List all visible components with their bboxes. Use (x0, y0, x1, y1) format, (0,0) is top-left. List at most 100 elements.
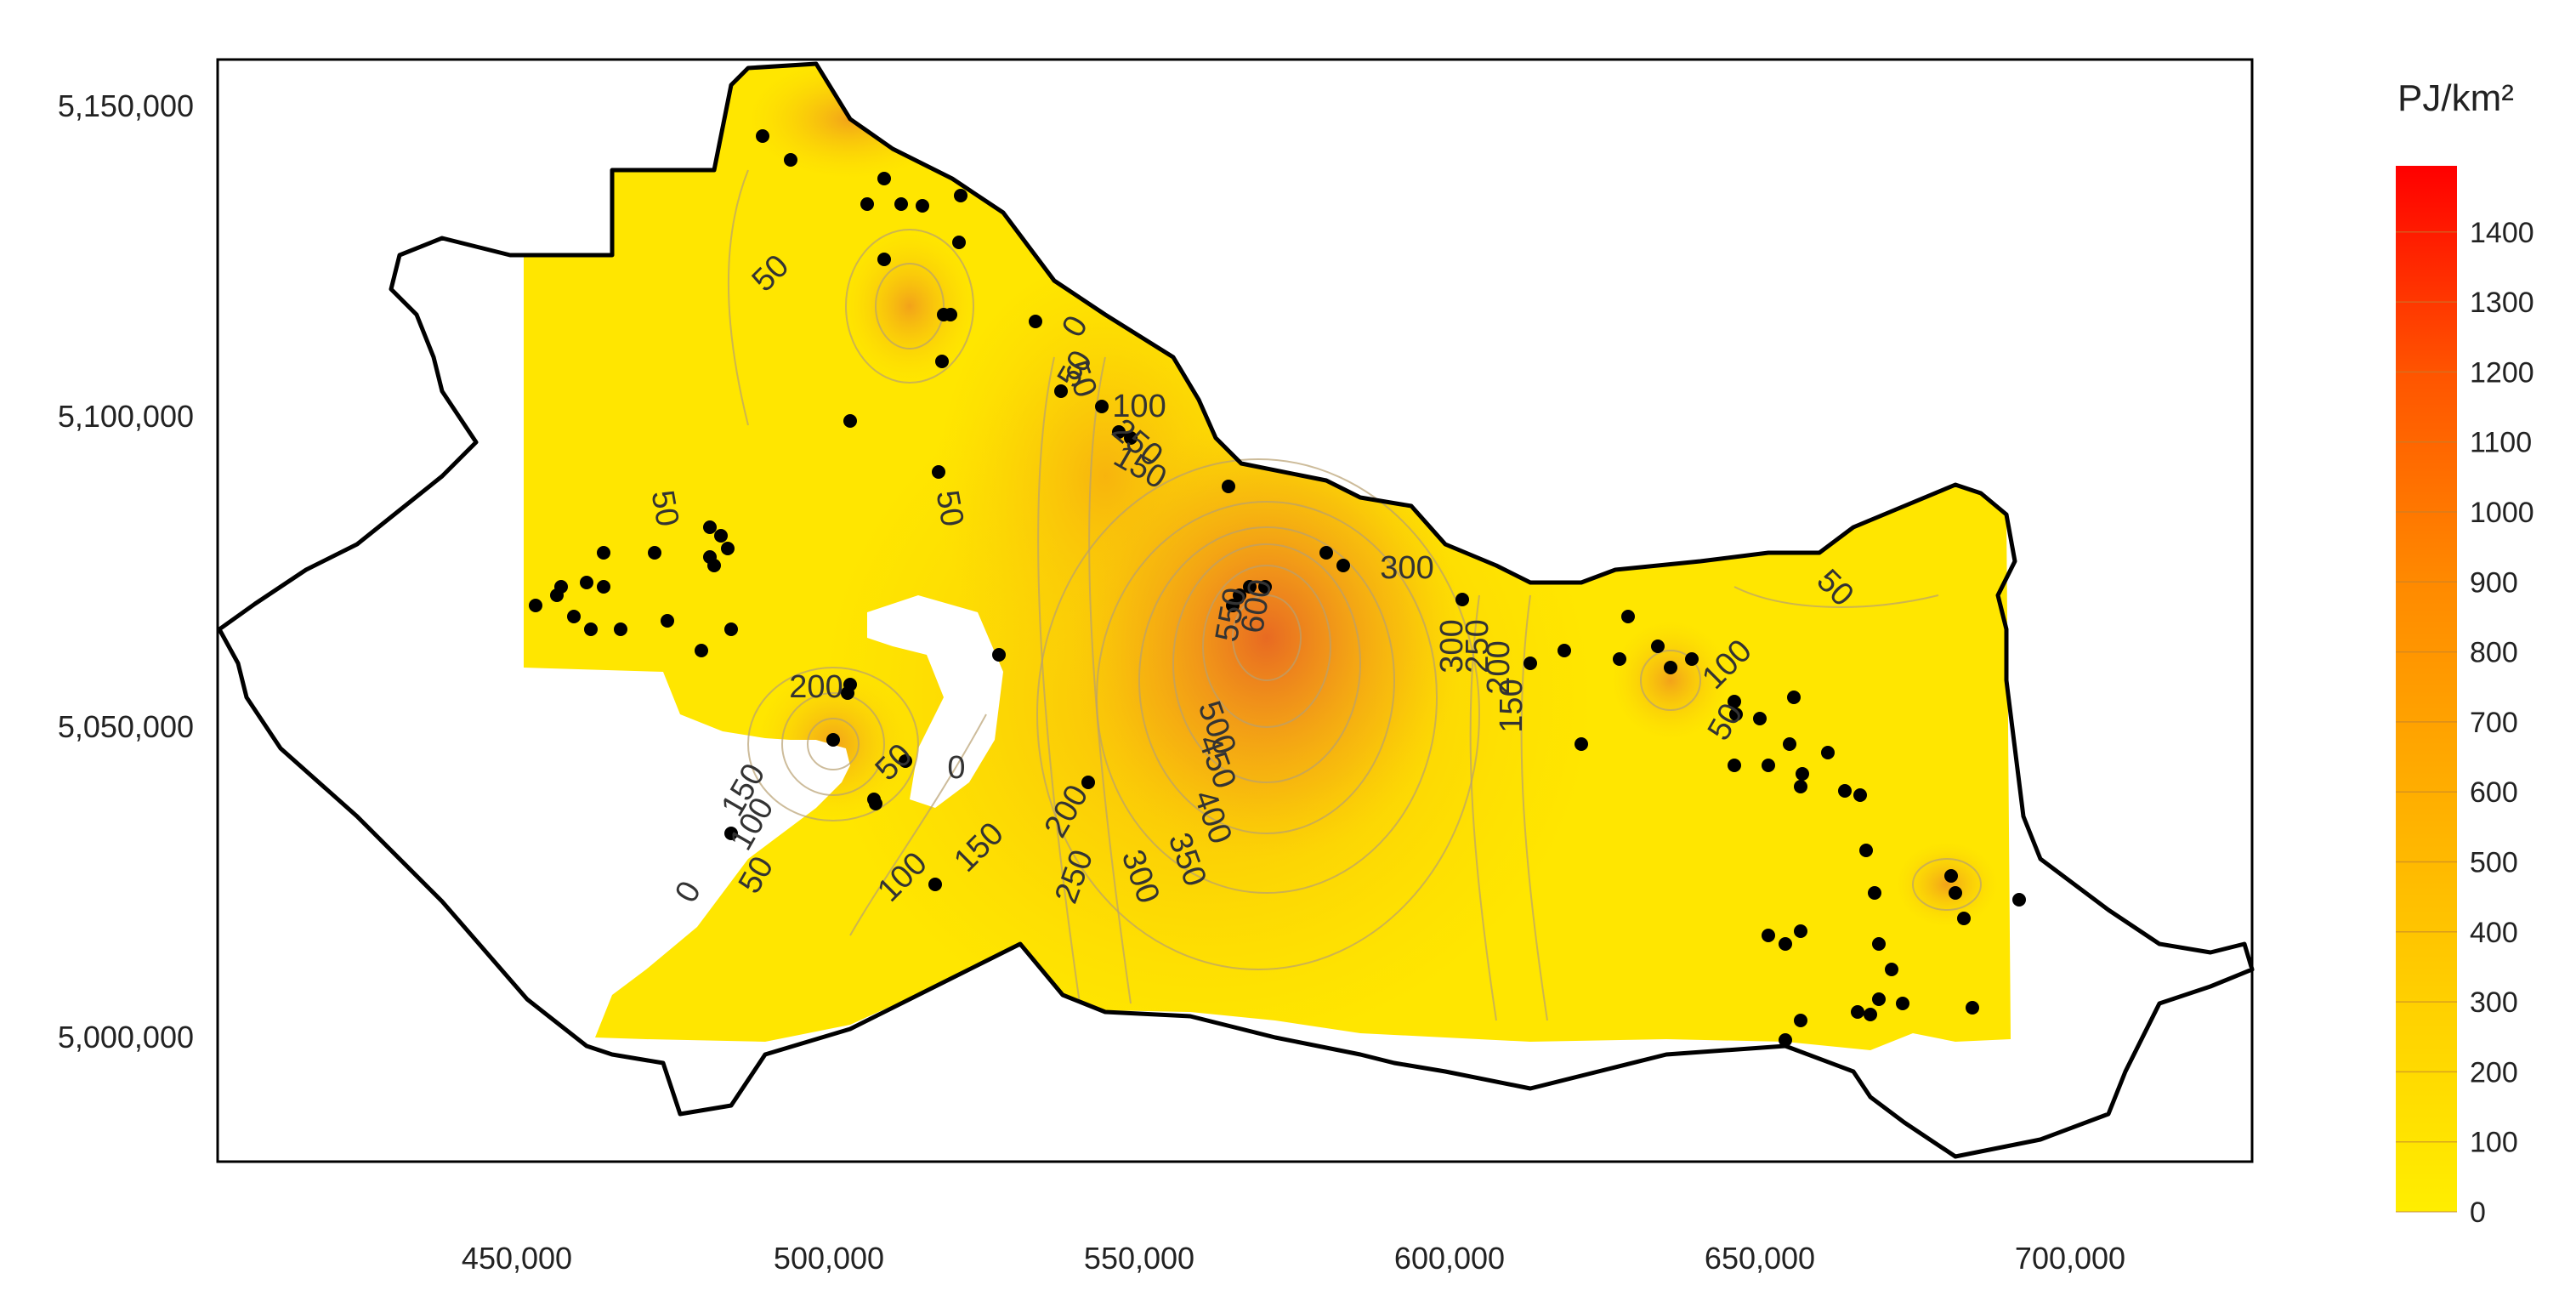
sample-point (1664, 661, 1677, 674)
sample-point (1868, 886, 1881, 900)
sample-point (724, 622, 738, 636)
sample-point (1729, 708, 1743, 721)
sample-point (952, 236, 966, 249)
sample-point (1319, 546, 1333, 560)
sample-point (1859, 844, 1873, 857)
legend-tick-label: 1000 (2470, 497, 2534, 529)
sample-point (614, 622, 627, 636)
contour-label: 150 (1494, 679, 1529, 732)
sample-point (1794, 1014, 1807, 1027)
sample-point (894, 197, 908, 211)
sample-point (843, 414, 857, 428)
sample-point (877, 253, 891, 266)
contour-label: 50 (644, 487, 685, 529)
sample-point (1095, 400, 1109, 413)
legend-tick-label: 900 (2470, 566, 2518, 599)
y-tick-label: 5,100,000 (58, 399, 194, 434)
sample-point (1112, 425, 1126, 439)
sample-point (1233, 588, 1246, 602)
sample-point (944, 308, 957, 321)
contour-label: 0 (947, 750, 965, 786)
sample-point (1621, 610, 1635, 623)
sample-point (1779, 1033, 1792, 1047)
y-axis-ticks: 5,150,000 5,100,000 5,050,000 5,000,000 (58, 88, 194, 1054)
contour-label: 200 (1481, 640, 1517, 694)
legend-tick-label: 1100 (2470, 427, 2532, 459)
sample-point (1872, 937, 1886, 951)
sample-point (1794, 780, 1807, 793)
sample-point (2012, 893, 2026, 907)
legend-tick-label: 0 (2470, 1197, 2486, 1229)
sample-point (867, 793, 881, 806)
sample-point (1226, 599, 1240, 612)
sample-point (992, 648, 1006, 662)
sample-point (1944, 869, 1958, 883)
sample-point (841, 686, 854, 700)
sample-point (935, 355, 949, 368)
legend-ticks: 0 100 200 300 400 500 600 700 800 900 1000 1100 1200… (2396, 217, 2534, 1229)
sample-point (597, 580, 610, 594)
sample-point (1864, 1008, 1877, 1021)
sample-point (1054, 384, 1068, 398)
legend-tick-label: 700 (2470, 707, 2518, 739)
sample-point (1762, 929, 1775, 942)
contour-label: 300 (1380, 550, 1433, 586)
sample-point (1966, 1001, 1979, 1015)
sample-point (567, 610, 581, 623)
sample-point (1243, 580, 1257, 594)
sample-point (1081, 776, 1095, 789)
legend-tick-label: 1400 (2470, 217, 2534, 249)
sample-point (1455, 593, 1469, 606)
sample-point (1651, 639, 1665, 653)
legend-tick-label: 600 (2470, 776, 2518, 809)
region-boundary (217, 61, 2255, 1159)
legend-tick-label: 500 (2470, 847, 2518, 879)
sample-point (724, 827, 738, 840)
x-tick-label: 500,000 (774, 1241, 884, 1276)
contour-label: 50 (928, 487, 970, 529)
contour-label: 250 (1460, 619, 1495, 673)
sample-point (1794, 924, 1807, 938)
sample-point (1728, 695, 1741, 708)
x-tick-label: 450,000 (462, 1241, 572, 1276)
x-tick-label: 650,000 (1705, 1241, 1815, 1276)
sample-point (1957, 912, 1971, 925)
sample-point (1872, 992, 1886, 1006)
x-axis-ticks: 450,000 500,000 550,000 600,000 650,000 700,0… (462, 1241, 2125, 1276)
sample-point (784, 153, 797, 167)
sample-point (1783, 737, 1796, 751)
sample-point (1685, 652, 1699, 666)
sample-point (1258, 580, 1272, 594)
sample-point (1838, 784, 1852, 798)
sample-point (714, 529, 728, 543)
sample-point (661, 614, 674, 628)
sample-point (1896, 997, 1909, 1010)
legend-title: PJ/km² (2397, 77, 2514, 119)
legend-tick-label: 200 (2470, 1056, 2518, 1089)
legend-tick-label: 1200 (2470, 356, 2534, 389)
sample-point (1575, 737, 1588, 751)
sample-point (529, 599, 542, 612)
sample-point (580, 576, 593, 589)
legend-tick-label: 300 (2470, 986, 2518, 1019)
sample-point (1523, 657, 1537, 670)
sample-point (721, 542, 735, 555)
sample-point (860, 197, 874, 211)
sample-points (529, 129, 2026, 1047)
sample-point (554, 580, 568, 594)
sample-point (703, 520, 717, 534)
x-tick-label: 600,000 (1394, 1241, 1505, 1276)
sample-point (954, 189, 967, 202)
legend-colorbar (2396, 166, 2457, 1212)
sample-point (597, 546, 610, 560)
sample-point (648, 546, 661, 560)
contour-label: 100 (1112, 389, 1166, 424)
sample-point (1787, 691, 1801, 704)
sample-point (899, 754, 912, 768)
contour-label: 300 (1434, 619, 1470, 673)
sample-point (695, 644, 708, 657)
y-tick-label: 5,150,000 (58, 88, 194, 123)
contour-lines (727, 169, 1982, 1021)
